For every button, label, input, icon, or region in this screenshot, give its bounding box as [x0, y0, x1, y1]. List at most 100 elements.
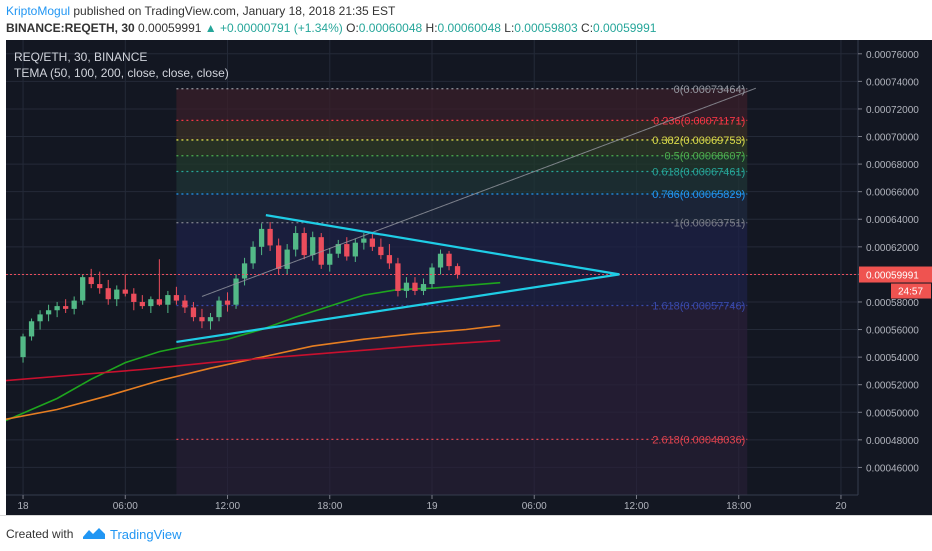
time-tick-label: 19 — [426, 501, 438, 512]
fib-zone — [176, 155, 748, 172]
candle-body — [80, 277, 86, 301]
price-tick-label: 0.00050000 — [866, 408, 919, 419]
fib-label: 1.618(0.00057746) — [652, 300, 745, 312]
fib-label: 2.618(0.00048036) — [652, 434, 745, 446]
candle-body — [173, 295, 180, 301]
price-tick-label: 0.00070000 — [866, 133, 919, 144]
candle-body — [344, 244, 350, 257]
countdown-label: 24:57 — [898, 287, 923, 298]
candle-body — [378, 246, 384, 256]
candle-body — [37, 314, 43, 322]
time-tick-label: 18:00 — [726, 501, 751, 512]
price-tick-label: 0.00068000 — [866, 160, 919, 171]
fib-zone — [176, 88, 748, 121]
time-axis[interactable]: 18 06:00 12:00 18:00 19 06:00 12:00 18:00 20 — [6, 494, 932, 515]
fib-label: 0.382(0.00069753) — [652, 135, 745, 147]
candle-body — [258, 228, 265, 247]
fib-zone — [176, 139, 748, 156]
fib-zone — [176, 171, 748, 195]
fib-zone — [176, 305, 748, 440]
candle-body — [88, 277, 94, 285]
fib-zone — [176, 120, 748, 140]
footer: Created with TradingView — [0, 515, 932, 551]
candle-body — [45, 310, 52, 315]
candle-body — [233, 278, 239, 305]
time-tick-label: 12:00 — [215, 501, 240, 512]
candle-body — [420, 284, 427, 291]
open-label: O: — [346, 21, 359, 35]
price-tick-label: 0.00064000 — [866, 215, 919, 226]
countdown-tag — [891, 283, 931, 299]
candle-body — [207, 317, 214, 322]
tema-100-line — [5, 324, 501, 420]
price-tick-label: 0.00054000 — [866, 353, 919, 364]
fib-label: 0.786(0.00065829) — [652, 189, 745, 201]
price-tick-label: 0.00058000 — [866, 298, 919, 309]
candle-body — [97, 284, 103, 289]
candle-body — [369, 238, 376, 247]
symbol-name: BINANCE:REQETH, 30 — [6, 21, 135, 35]
candle-body — [250, 246, 256, 264]
candle-body — [114, 289, 120, 300]
publish-info: KriptoMogul published on TradingView.com… — [6, 4, 395, 18]
price-tick-label: 0.00056000 — [866, 326, 919, 337]
legend-symbol: REQ/ETH, 30, BINANCE — [14, 50, 147, 64]
low-value: 0.00059803 — [514, 21, 578, 35]
candle-body — [318, 237, 324, 265]
publish-header: KriptoMogul published on TradingView.com… — [0, 0, 932, 40]
price-axis[interactable]: 0.00076000 0.00074000 0.00072000 0.00070000… — [857, 40, 932, 515]
price-tick-label: 0.00046000 — [866, 463, 919, 474]
candle-body — [131, 293, 137, 302]
price-tick-label: 0.00048000 — [866, 436, 919, 447]
candle-body — [361, 238, 367, 243]
candle-body — [310, 237, 316, 256]
fib-label: 0.618(0.00067461) — [652, 167, 745, 179]
high-label: H: — [425, 21, 438, 35]
close-value: 0.00059991 — [593, 21, 657, 35]
candle-body — [395, 263, 401, 291]
current-price-tag — [859, 266, 932, 283]
candle-body — [267, 228, 273, 246]
time-tick-label: 20 — [835, 501, 847, 512]
candle-body — [139, 301, 145, 307]
candle-body — [156, 299, 163, 305]
candle-body — [199, 317, 205, 322]
candle-body — [165, 295, 171, 305]
candle-body — [182, 300, 188, 308]
candle-body — [28, 321, 35, 337]
candle-body — [190, 307, 197, 318]
time-axis-bg — [6, 495, 932, 515]
price-chart[interactable]: 0(0.00073464)0.236(0.00071171)0.382(0.00… — [5, 40, 932, 515]
candle-body — [327, 253, 333, 265]
candle-body — [148, 299, 154, 307]
candle-body — [412, 282, 418, 291]
author-link[interactable]: KriptoMogul — [6, 4, 71, 18]
triangle-lower-line — [176, 273, 620, 344]
time-tick-label: 06:00 — [522, 501, 547, 512]
price-tick-label: 0.00074000 — [866, 77, 919, 88]
candle-body — [403, 282, 410, 291]
open-value: 0.00060048 — [358, 21, 423, 35]
published-text: published on TradingView.com, January 18… — [73, 4, 396, 18]
candle-body — [241, 263, 248, 279]
symbol-quote-row: BINANCE:REQETH, 30 0.00059991 ▲ +0.00000… — [6, 21, 656, 35]
price-change: ▲ +0.00000791 (+1.34%) — [204, 21, 343, 35]
candle-body — [224, 300, 231, 305]
tradingview-brand[interactable]: TradingView — [110, 527, 182, 542]
price-tick-label: 0.00076000 — [866, 50, 919, 61]
chart-area[interactable]: 0(0.00073464) 0.236(0.00071171) 0.382(0.00… — [5, 40, 932, 515]
triangle-upper-line — [265, 214, 620, 276]
drawings — [6, 87, 858, 344]
low-label: L: — [504, 21, 515, 35]
candle-body — [275, 245, 282, 269]
fib-zone — [176, 439, 748, 495]
candle-body — [446, 253, 452, 267]
fib-trend-line — [201, 87, 756, 297]
close-label: C: — [581, 21, 594, 35]
fib-label: 0(0.00073464) — [674, 84, 746, 96]
time-tick-label: 18 — [17, 501, 29, 512]
price-tick-label: 0.00052000 — [866, 381, 919, 392]
time-tick-label: 12:00 — [624, 501, 649, 512]
time-tick-label: 06:00 — [113, 501, 138, 512]
fib-label: 0.5(0.00068607) — [665, 151, 746, 163]
